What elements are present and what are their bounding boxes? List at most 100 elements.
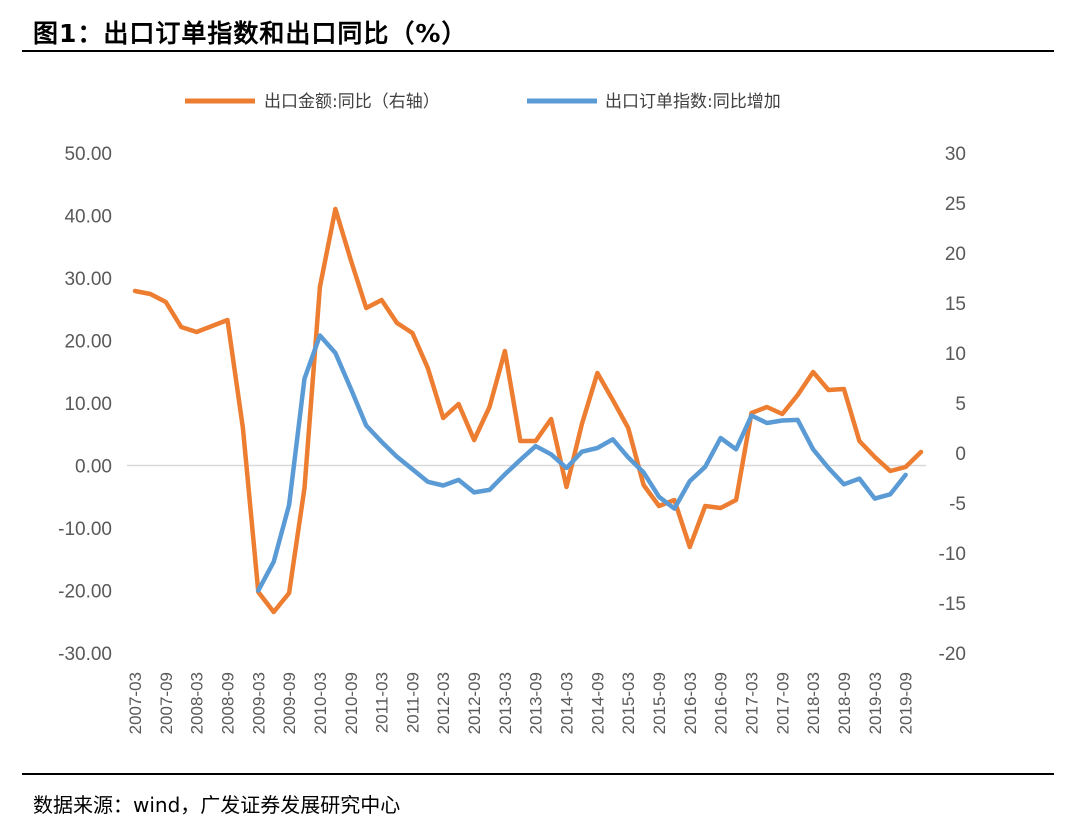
data-point-export-orders — [843, 483, 845, 486]
chart-title: 图1：出口订单指数和出口同比（%） — [33, 19, 468, 48]
data-point-export-value — [365, 307, 368, 309]
data-point-export-value — [689, 546, 691, 548]
data-point-export-value — [796, 394, 799, 396]
right-tick-label: 10 — [945, 344, 966, 365]
data-point-export-value — [874, 456, 876, 458]
data-point-export-value — [673, 499, 676, 501]
x-tick-label: 2007-09 — [157, 672, 176, 734]
x-tick-label: 2009-09 — [280, 672, 299, 734]
series-line-export-orders — [256, 333, 908, 593]
data-point-export-value — [442, 417, 445, 419]
x-tick-label: 2019-09 — [897, 672, 916, 734]
data-point-export-orders — [488, 489, 491, 491]
x-tick-label: 2016-03 — [681, 672, 700, 734]
data-point-export-orders — [612, 438, 614, 441]
data-point-export-value — [550, 418, 552, 420]
data-point-export-value — [180, 326, 182, 328]
x-tick-label: 2012-09 — [465, 672, 484, 734]
top-rule — [22, 50, 1054, 52]
legend: 出口金额:同比（右轴） 出口订单指数:同比增加 — [185, 92, 781, 112]
x-axis: 2007-03 2007-09 2008-03 2008-09 2009-03 2009-… — [126, 672, 916, 734]
x-tick-label: 2013-09 — [527, 672, 546, 734]
data-point-export-value — [704, 505, 706, 507]
data-point-export-value — [596, 372, 599, 374]
data-point-export-orders — [874, 497, 876, 500]
data-point-export-value — [165, 301, 167, 303]
data-point-export-value — [396, 322, 398, 324]
data-point-export-value — [612, 399, 614, 401]
left-tick-label: -10.00 — [58, 519, 112, 540]
data-point-export-value — [565, 486, 568, 488]
right-tick-label: 25 — [945, 194, 966, 215]
data-point-export-value — [411, 332, 414, 334]
data-point-export-orders — [288, 504, 290, 506]
left-tick-label: 10.00 — [64, 394, 112, 415]
data-point-export-orders — [858, 477, 861, 480]
data-point-export-orders — [504, 473, 506, 476]
data-point-export-value — [427, 367, 429, 369]
data-point-export-orders — [334, 352, 337, 354]
data-point-export-orders — [581, 450, 583, 453]
right-tick-label: -10 — [939, 544, 966, 565]
data-point-export-orders — [473, 491, 475, 494]
series-line-export-value — [132, 206, 924, 615]
x-tick-label: 2016-09 — [712, 672, 731, 734]
data-point-export-orders — [812, 448, 814, 451]
left-tick-label: 50.00 — [64, 144, 112, 165]
x-tick-label: 2018-03 — [804, 672, 823, 734]
x-tick-label: 2010-03 — [311, 672, 330, 734]
data-point-export-value — [858, 440, 861, 442]
x-tick-label: 2008-09 — [218, 672, 237, 734]
left-tick-label: -20.00 — [58, 582, 112, 603]
data-point-export-value — [226, 319, 229, 321]
data-point-export-value — [920, 451, 922, 453]
data-point-export-value — [642, 484, 645, 486]
data-point-export-orders — [442, 484, 445, 487]
x-tick-label: 2007-03 — [126, 672, 145, 734]
data-point-export-orders — [796, 419, 799, 421]
x-tick-label: 2017-03 — [742, 672, 761, 734]
x-tick-label: 2015-09 — [650, 672, 669, 734]
data-point-export-value — [766, 406, 768, 408]
data-point-export-orders — [642, 471, 645, 474]
data-point-export-value — [350, 259, 352, 261]
x-tick-label: 2010-09 — [342, 672, 361, 734]
data-point-export-value — [812, 371, 814, 373]
left-tick-label: 20.00 — [64, 332, 112, 353]
data-point-export-value — [581, 423, 583, 425]
data-point-export-orders — [627, 456, 629, 459]
right-tick-label: 30 — [945, 144, 966, 165]
data-point-export-value — [288, 592, 290, 594]
data-point-export-orders — [766, 422, 768, 424]
data-point-export-value — [457, 403, 460, 405]
data-point-export-orders — [673, 507, 676, 510]
x-tick-label: 2009-03 — [249, 672, 268, 734]
data-point-export-orders — [689, 480, 691, 482]
data-point-export-value — [627, 427, 629, 429]
right-axis: 30 25 20 15 10 5 0 -5 -10 -15 -20 — [939, 144, 966, 665]
source-note: 数据来源：wind，广发证券发展研究中心 — [33, 793, 401, 817]
data-point-export-value — [319, 286, 321, 288]
data-point-export-value — [519, 440, 522, 442]
data-point-export-orders — [534, 445, 537, 447]
data-point-export-value — [134, 290, 136, 292]
legend-label-export-value: 出口金额:同比（右轴） — [264, 92, 440, 112]
data-point-export-orders — [550, 453, 552, 456]
data-point-export-orders — [658, 496, 660, 498]
x-tick-label: 2017-09 — [773, 672, 792, 734]
data-point-export-orders — [704, 466, 706, 468]
x-tick-label: 2012-03 — [434, 672, 453, 734]
right-tick-label: 20 — [945, 244, 966, 265]
data-point-export-orders — [319, 334, 321, 337]
data-point-export-value — [889, 470, 891, 472]
data-point-export-orders — [565, 467, 568, 469]
data-point-export-value — [843, 388, 845, 390]
data-point-export-orders — [750, 414, 753, 417]
x-tick-label: 2018-09 — [835, 672, 854, 734]
data-point-export-orders — [396, 456, 398, 458]
data-point-export-value — [380, 299, 383, 301]
x-tick-label: 2015-03 — [619, 672, 638, 734]
bottom-rule — [22, 773, 1054, 775]
data-point-export-value — [904, 466, 907, 468]
x-tick-label: 2014-09 — [588, 672, 607, 734]
